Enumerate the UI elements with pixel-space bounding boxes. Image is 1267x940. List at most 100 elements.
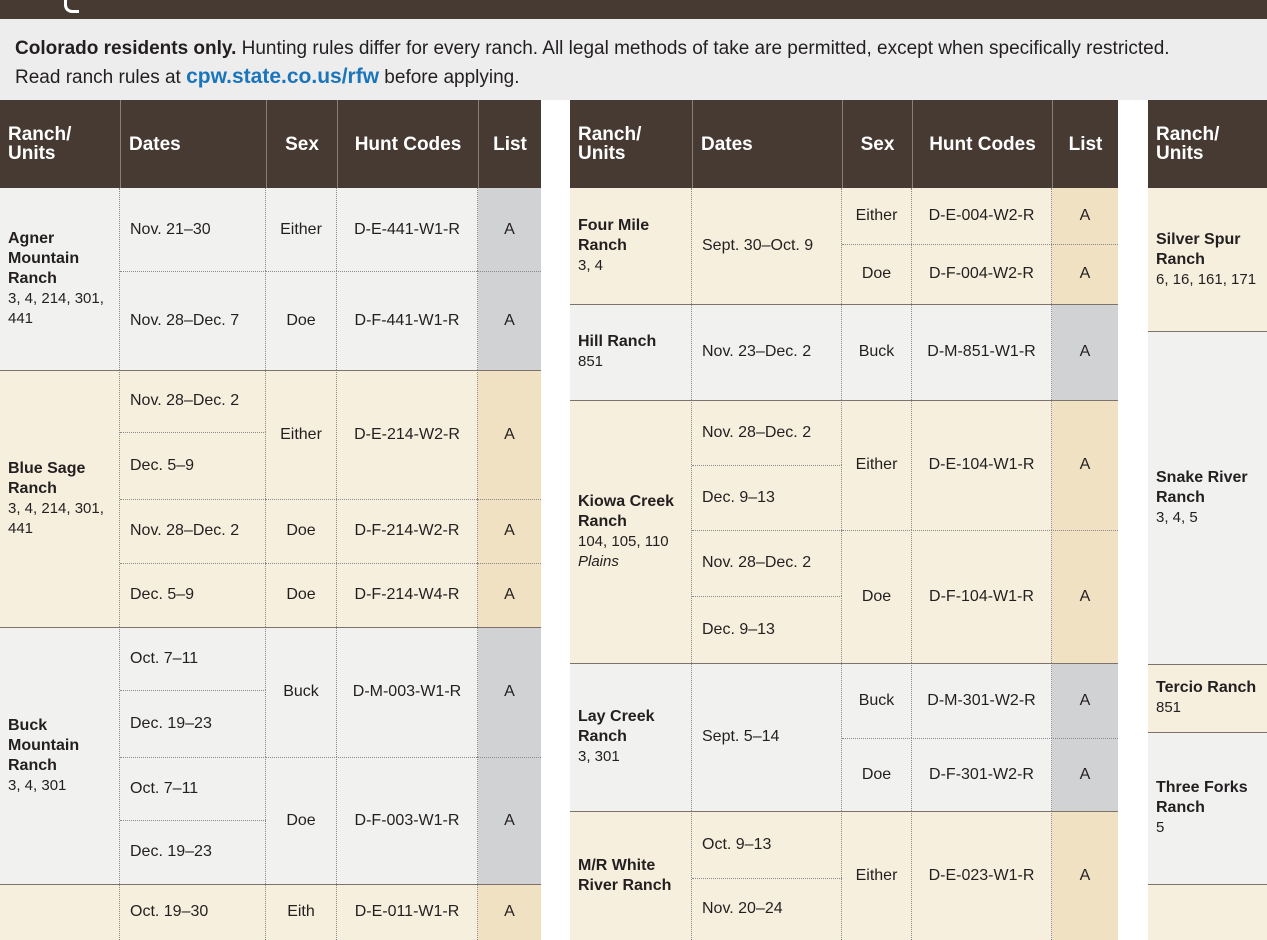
ranch-divider bbox=[1148, 331, 1267, 332]
header-dates: Dates bbox=[120, 100, 266, 188]
dates-cell: Dec. 9–13 bbox=[692, 596, 842, 663]
ranch-units: 851 bbox=[578, 353, 604, 370]
list-cell: A bbox=[478, 884, 541, 940]
header-list: List bbox=[478, 100, 541, 188]
row-divider bbox=[692, 530, 842, 531]
header-dates: Dates bbox=[692, 100, 842, 188]
sex-cell: Either bbox=[842, 811, 912, 940]
ranch-table-3: Ranch/Units Silver Spur Ranch 6, 16, 161, … bbox=[1148, 100, 1267, 940]
ranch-units: 3, 4, 214, 301, 441 bbox=[8, 499, 104, 537]
header-ranch-units: Ranch/Units bbox=[8, 124, 72, 164]
sex-cell: Either bbox=[266, 370, 337, 499]
sex-cell: Either bbox=[842, 400, 912, 530]
ranch-divider bbox=[0, 884, 541, 885]
dates-cell: Nov. 20–24 bbox=[692, 878, 842, 940]
ranch-name: Tercio Ranch bbox=[1156, 679, 1257, 696]
ranch-units: 3, 4 bbox=[578, 257, 604, 274]
hunt-code-cell: D-M-003-W1-R bbox=[337, 627, 478, 757]
dates-cell: Dec. 19–23 bbox=[120, 820, 266, 884]
dates-cell: Nov. 28–Dec. 2 bbox=[692, 400, 842, 465]
row-divider bbox=[842, 738, 1118, 739]
intro-note: Colorado residents only. Hunting rules d… bbox=[0, 19, 1267, 100]
ranch-divider bbox=[570, 663, 1118, 664]
sex-cell: Eith bbox=[266, 884, 337, 940]
ranch-divider bbox=[1148, 664, 1267, 665]
ranch-cell: Lay Creek Ranch 3, 301 bbox=[570, 663, 692, 811]
hunt-code-cell: D-F-003-W1-R bbox=[337, 757, 478, 884]
ranch-name: Snake River Ranch bbox=[1156, 468, 1248, 506]
ranch-name: Agner Mountain Ranch bbox=[8, 230, 80, 287]
list-cell: A bbox=[1052, 738, 1118, 811]
ranch-cell: Buck Mountain Ranch 3, 4, 301 bbox=[0, 627, 120, 884]
ranch-cell: M/R White River Ranch bbox=[570, 811, 692, 940]
ranch-divider bbox=[1148, 732, 1267, 733]
list-cell: A bbox=[1052, 244, 1118, 304]
ranch-table-1: Ranch/Units Dates Sex Hunt Codes List Agner M… bbox=[0, 100, 541, 940]
hunt-code-cell: D-F-104-W1-R bbox=[912, 530, 1052, 663]
ranch-cell: Agner Mountain Ranch 3, 4, 214, 301, 441 bbox=[0, 188, 120, 370]
row-divider bbox=[266, 757, 541, 758]
hunt-code-cell: D-E-214-W2-R bbox=[337, 370, 478, 499]
ranch-table-2: Ranch/Units Dates Sex Hunt Codes List Four Mi… bbox=[570, 100, 1118, 940]
dates-cell: Nov. 28–Dec. 2 bbox=[692, 530, 842, 596]
intro-before-text: before applying. bbox=[379, 67, 520, 88]
header-sex: Sex bbox=[842, 100, 912, 188]
table-header: Ranch/Units Dates Sex Hunt Codes List bbox=[0, 100, 541, 188]
row-divider bbox=[120, 499, 266, 500]
ranch-cell: Tercio Ranch 851 bbox=[1148, 664, 1267, 732]
rules-link[interactable]: cpw.state.co.us/rfw bbox=[186, 65, 380, 88]
dates-cell: Nov. 28–Dec. 2 bbox=[120, 370, 266, 432]
sex-cell: Either bbox=[842, 188, 912, 244]
dates-cell: Oct. 7–11 bbox=[120, 627, 266, 690]
ranch-name: M/R White River Ranch bbox=[578, 856, 672, 894]
hunt-code-cell: D-F-214-W2-R bbox=[337, 499, 478, 563]
dates-cell: Dec. 19–23 bbox=[120, 690, 266, 757]
sex-cell: Doe bbox=[842, 738, 912, 811]
header-sex: Sex bbox=[266, 100, 337, 188]
ranch-cell: Kiowa Creek Ranch 104, 105, 110 Plains bbox=[570, 400, 692, 663]
sex-cell: Doe bbox=[266, 757, 337, 884]
dates-cell: Dec. 5–9 bbox=[120, 432, 266, 499]
hunt-code-cell: D-F-301-W2-R bbox=[912, 738, 1052, 811]
sex-cell: Buck bbox=[842, 304, 912, 400]
header-hunt-codes: Hunt Codes bbox=[912, 100, 1052, 188]
intro-line-1: Colorado residents only. Hunting rules d… bbox=[15, 35, 1267, 63]
ranch-name: Silver Spur Ranch bbox=[1156, 230, 1241, 268]
dates-cell: Nov. 28–Dec. 2 bbox=[120, 499, 266, 563]
list-cell: A bbox=[1052, 530, 1118, 663]
list-cell: A bbox=[1052, 304, 1118, 400]
list-cell: A bbox=[478, 563, 541, 627]
list-cell: A bbox=[478, 499, 541, 563]
sex-cell: Doe bbox=[266, 499, 337, 563]
hunt-code-cell: D-E-441-W1-R bbox=[337, 188, 478, 271]
list-cell: A bbox=[478, 370, 541, 499]
ranch-divider bbox=[1148, 884, 1267, 885]
ranch-name: Buck Mountain Ranch bbox=[8, 716, 80, 774]
sex-cell: Doe bbox=[842, 530, 912, 663]
ranch-cell: Four Mile Ranch 3, 4 bbox=[570, 188, 692, 304]
header-list: List bbox=[1052, 100, 1118, 188]
header-title-fragment bbox=[64, 0, 79, 13]
header-ranch-units: Ranch/Units bbox=[1156, 124, 1220, 164]
ranch-units: 3, 301 bbox=[578, 748, 620, 765]
dates-cell: Nov. 28–Dec. 7 bbox=[120, 271, 266, 370]
row-divider bbox=[266, 271, 541, 272]
row-divider bbox=[120, 757, 266, 758]
row-divider bbox=[692, 465, 842, 466]
table-header: Ranch/Units bbox=[1148, 100, 1267, 188]
ranch-cell: Blue Sage Ranch 3, 4, 214, 301, 441 bbox=[0, 370, 120, 627]
list-cell: A bbox=[478, 188, 541, 271]
ranch-divider bbox=[570, 811, 1118, 812]
row-divider bbox=[692, 596, 842, 597]
ranch-name: Kiowa Creek Ranch bbox=[578, 492, 675, 530]
hunt-code-cell: D-E-004-W2-R bbox=[912, 188, 1052, 244]
list-cell: A bbox=[1052, 811, 1118, 940]
row-divider bbox=[842, 530, 1118, 531]
ranch-divider bbox=[0, 627, 541, 628]
row-divider bbox=[120, 820, 266, 821]
list-cell: A bbox=[478, 627, 541, 757]
ranch-region: Plains bbox=[578, 552, 619, 570]
ranch-name: Lay Creek Ranch bbox=[578, 708, 655, 745]
sex-cell: Doe bbox=[842, 244, 912, 304]
list-cell: A bbox=[478, 757, 541, 884]
